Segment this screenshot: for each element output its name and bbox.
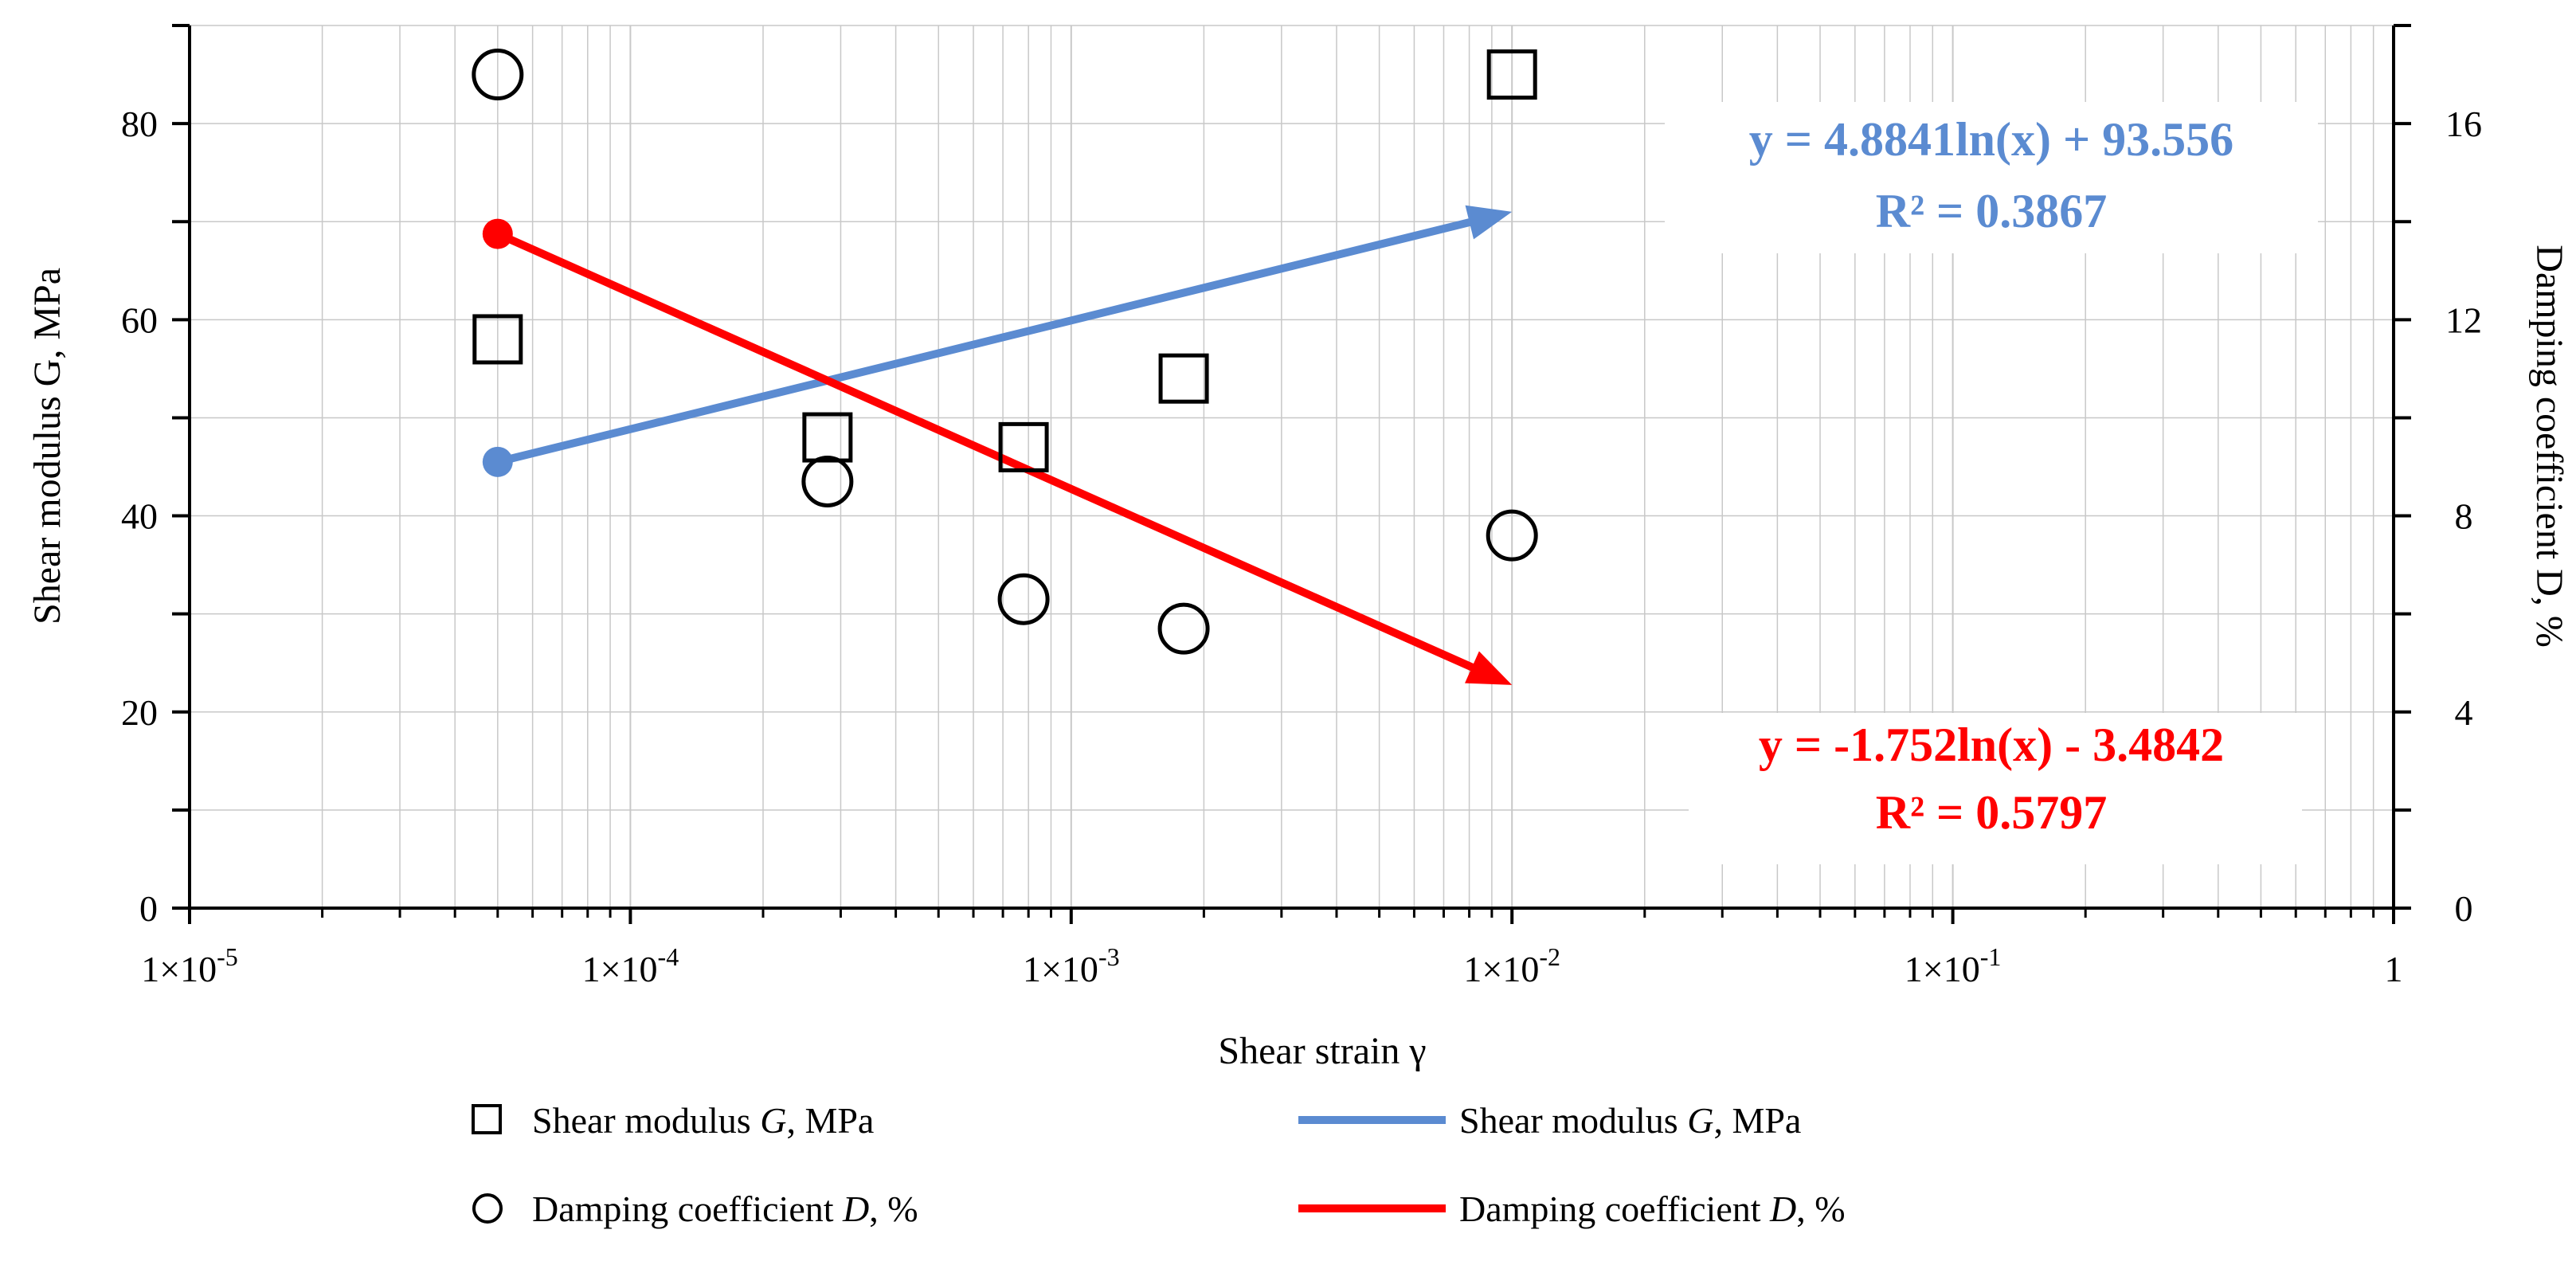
axes: 1×10-5 1×10-4 1×10-3 1×10-2 1×10-1 1020406080… [121,24,2482,989]
damping-point [997,573,1050,625]
y-right-tick-label: 12 [2445,300,2482,340]
y-right-tick-label: 16 [2445,104,2482,144]
shear-modulus-point [802,412,853,463]
red-trend-r2: R² = 0.5797 [1876,786,2108,839]
shear-modulus-point [472,314,523,365]
red-trendline-start-dot [482,218,513,249]
x-tick-label: 1×10-5 [141,942,238,989]
shear-modulus-point [1486,49,1537,100]
legend-square-symbol [472,1104,502,1134]
y-left-tick-label: 0 [139,888,158,929]
x-axis-title: Shear strain γ [1218,1030,1426,1072]
x-tick-label: 1 [2385,949,2403,989]
red-trendline-arrowhead [1465,651,1513,685]
shear-modulus-point [1158,353,1209,404]
y-left-tick-label: 40 [121,496,158,537]
legend-label: Shear modulus G, MPa [1459,1100,1801,1141]
x-tick-label: 1×10-1 [1905,942,2002,989]
red-trendline [493,229,1486,676]
x-tick-label: 1×10-3 [1023,942,1120,989]
legend-label: Damping coefficient D, % [1459,1189,1846,1229]
damping-point [801,455,854,507]
blue-trendline-start-dot [482,446,513,477]
shear-modulus-point [998,421,1049,472]
x-tick-label: 1×10-4 [582,942,679,989]
red-equation-box [1689,713,2302,864]
y-right-tick-label: 0 [2455,888,2473,929]
y-right-tick-label: 8 [2455,496,2473,537]
y-left-axis-title: Shear modulus G, MPa [26,268,69,625]
red-trend-equation: y = -1.752ln(x) - 3.4842 [1759,719,2224,771]
legend: Shear modulus G, MPa Shear modulus G, MPa… [472,1100,1846,1229]
blue-trendline-arrowhead [1465,205,1513,240]
damping-point [472,49,524,101]
y-right-tick-label: 4 [2455,692,2473,733]
legend-circle-symbol [472,1193,503,1224]
blue-trendline [493,215,1486,466]
blue-trend-r2: R² = 0.3867 [1876,185,2108,237]
x-tick-label: 1×10-2 [1463,942,1560,989]
y-right-axis-title: Damping coefficient D, % [2528,245,2570,648]
blue-equation-box [1665,102,2318,253]
y-left-tick-label: 20 [121,692,158,733]
damping-point [1486,509,1538,562]
trendlines [482,205,1513,685]
y-left-tick-label: 60 [121,300,158,340]
blue-trend-equation: y = 4.8841ln(x) + 93.556 [1749,113,2233,166]
y-left-tick-label: 80 [121,104,158,144]
legend-label: Damping coefficient D, % [532,1189,918,1229]
damping-point [1157,602,1210,655]
legend-label: Shear modulus G, MPa [532,1100,874,1141]
data-markers [472,49,1538,655]
